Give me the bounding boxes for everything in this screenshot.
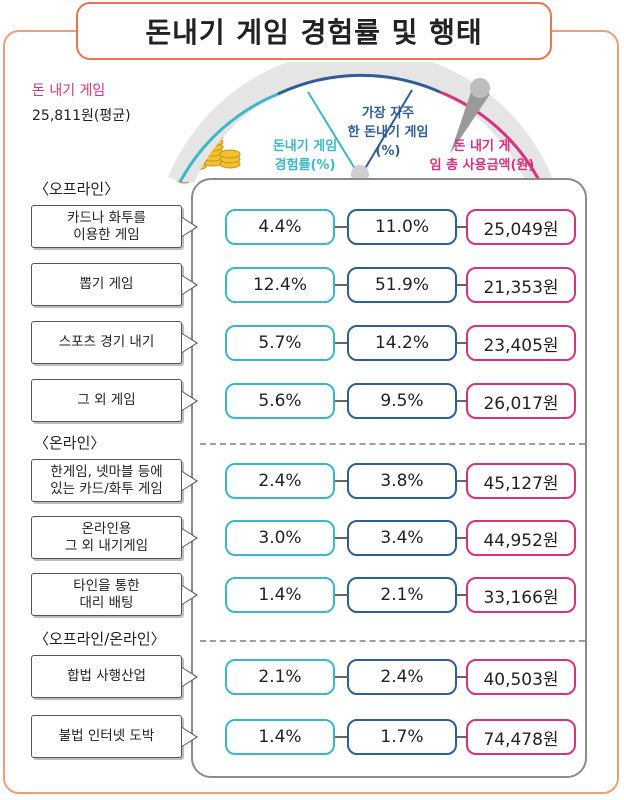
- row-connector: [335, 594, 347, 596]
- row-connector: [457, 736, 466, 738]
- average-value: 25,811원(평균): [32, 108, 131, 124]
- frequent-value: 14.2%: [347, 325, 457, 361]
- amount-value: 23,405원: [466, 325, 576, 361]
- amount-value: 74,478원: [466, 719, 576, 755]
- row-connector: [335, 676, 347, 678]
- page-title: 돈내기 게임 경험률 및 행태: [145, 16, 483, 49]
- experience-value: 1.4%: [225, 577, 335, 613]
- header-amount: 돈 내기 게 임 총 사용금액(원): [427, 137, 537, 175]
- amount-value: 26,017원: [466, 383, 576, 419]
- header-experience: 돈내기 게임 경험률(%): [262, 137, 348, 175]
- section-divider: [200, 640, 585, 642]
- row-connector: [457, 400, 466, 402]
- header-experience-line2: 경험률(%): [274, 158, 336, 173]
- row-label: 타인을 통한 대리 배팅: [31, 573, 198, 616]
- experience-value: 12.4%: [225, 267, 335, 303]
- frequent-value: 3.4%: [347, 520, 457, 556]
- experience-value: 2.1%: [225, 659, 335, 695]
- amount-value: 33,166원: [466, 577, 576, 613]
- row-connector: [457, 676, 466, 678]
- frequent-value: 51.9%: [347, 267, 457, 303]
- experience-value: 2.4%: [225, 463, 335, 499]
- section-label: 〈오프라인/온라인〉: [34, 630, 166, 648]
- row-label: 카드나 화투를 이용한 게임: [31, 205, 198, 248]
- row-connector: [457, 537, 466, 539]
- amount-value: 21,353원: [466, 267, 576, 303]
- row-connector: [457, 342, 466, 344]
- experience-value: 5.6%: [225, 383, 335, 419]
- header-frequent-line1: 가장 자주: [361, 106, 415, 121]
- row-connector: [457, 226, 466, 228]
- experience-value: 3.0%: [225, 520, 335, 556]
- header-frequent-line2: 한 돈내기 게임(%): [347, 125, 429, 159]
- header-experience-line1: 돈내기 게임: [272, 139, 338, 154]
- experience-value: 4.4%: [225, 209, 335, 245]
- row-connector: [335, 736, 347, 738]
- section-divider: [200, 443, 585, 445]
- header-amount-line1: 돈 내기 게: [453, 139, 511, 154]
- experience-value: 5.7%: [225, 325, 335, 361]
- header-amount-line2: 임 총 사용금액(원): [429, 158, 535, 173]
- frequent-value: 2.4%: [347, 659, 457, 695]
- amount-value: 40,503원: [466, 659, 576, 695]
- row-label: 합법 사행산업: [31, 655, 198, 698]
- row-connector: [457, 284, 466, 286]
- average-label: 돈 내기 게임: [32, 83, 106, 99]
- row-label: 한게임, 넷마블 등에 있는 카드/화투 게임: [31, 459, 198, 502]
- row-connector: [457, 594, 466, 596]
- frequent-value: 1.7%: [347, 719, 457, 755]
- amount-value: 25,049원: [466, 209, 576, 245]
- row-connector: [335, 537, 347, 539]
- header-frequent: 가장 자주 한 돈내기 게임(%): [338, 104, 438, 161]
- row-label: 불법 인터넷 도박: [31, 715, 198, 758]
- amount-value: 44,952원: [466, 520, 576, 556]
- row-connector: [335, 284, 347, 286]
- row-label: 뽑기 게임: [31, 263, 198, 306]
- section-label: 〈온라인〉: [34, 434, 106, 452]
- title-box: 돈내기 게임 경험률 및 행태: [76, 2, 552, 60]
- roulette-dial: [168, 62, 552, 182]
- row-connector: [335, 342, 347, 344]
- row-connector: [335, 400, 347, 402]
- frequent-value: 3.8%: [347, 463, 457, 499]
- frequent-value: 11.0%: [347, 209, 457, 245]
- row-label: 온라인용 그 외 내기게임: [31, 516, 198, 559]
- row-label: 그 외 게임: [31, 379, 198, 422]
- row-connector: [335, 226, 347, 228]
- frequent-value: 2.1%: [347, 577, 457, 613]
- frequent-value: 9.5%: [347, 383, 457, 419]
- row-connector: [457, 480, 466, 482]
- pointer-icon: [450, 78, 490, 154]
- section-label: 〈오프라인〉: [34, 180, 120, 198]
- row-connector: [335, 480, 347, 482]
- experience-value: 1.4%: [225, 719, 335, 755]
- amount-value: 45,127원: [466, 463, 576, 499]
- row-label: 스포츠 경기 내기: [31, 321, 198, 364]
